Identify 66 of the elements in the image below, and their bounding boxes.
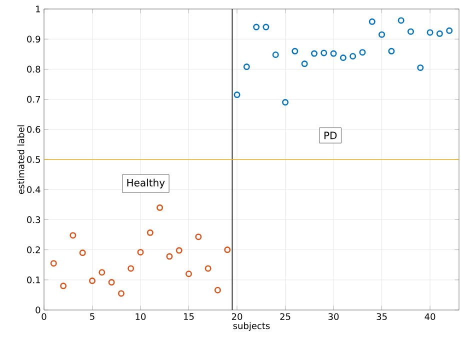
y-axis-title: estimated label [17,125,24,194]
x-tick-label: 15 [184,313,194,320]
x-tick-label: 35 [376,313,387,320]
y-tick-label: 0.5 [27,156,40,163]
point [368,18,376,25]
x-tick-label: 10 [136,313,146,320]
point [176,247,182,254]
x-tick-label: 40 [424,313,436,320]
point [292,48,298,54]
point [108,279,115,286]
x-tick-label: 20 [232,313,242,320]
point [146,229,154,236]
y-tick-label: 0.4 [27,186,40,193]
x-tick-label: 5 [90,313,94,320]
point [204,265,212,272]
annotation: PD [324,132,337,140]
y-tick-label: 0.2 [27,246,40,254]
annotation: Healthy [127,178,165,188]
point [446,27,453,34]
x-tick-label: 0 [42,313,46,320]
y-tick-label: 0.3 [27,216,40,224]
point [320,50,328,56]
point [70,232,76,239]
x-tick-label: 25 [280,313,290,320]
point [166,253,173,260]
point [118,290,124,297]
point [388,48,395,54]
point [359,49,366,56]
point [398,17,404,24]
point [253,24,260,30]
point [137,248,144,256]
point [340,54,346,62]
point [224,246,231,254]
point [350,53,356,60]
point [128,265,134,272]
point [330,50,337,57]
point [234,92,240,98]
point [426,29,434,36]
point [89,278,96,284]
point [407,28,414,35]
y-tick-label: 0.1 [27,276,40,284]
point [436,30,443,37]
y-tick-label: 0 [36,306,40,314]
y-tick-label: 0.8 [27,66,40,73]
point [282,99,289,106]
point [60,282,67,290]
point [186,270,192,278]
y-tick-label: 0.7 [27,96,40,103]
point [195,234,202,240]
point [310,50,318,57]
point [262,24,270,30]
point [301,60,308,68]
point [272,52,279,58]
x-tick-label: 30 [328,313,339,320]
y-tick-label: 0.6 [27,126,40,133]
point [98,269,106,276]
point [378,31,386,38]
point [214,286,221,294]
x-axis-title: subjects [233,322,270,331]
point [79,250,86,256]
y-tick-label: 1 [36,6,40,12]
point [50,260,57,267]
point [417,64,424,71]
point [156,204,164,211]
y-tick-label: 0.9 [27,36,40,42]
point [243,64,250,70]
